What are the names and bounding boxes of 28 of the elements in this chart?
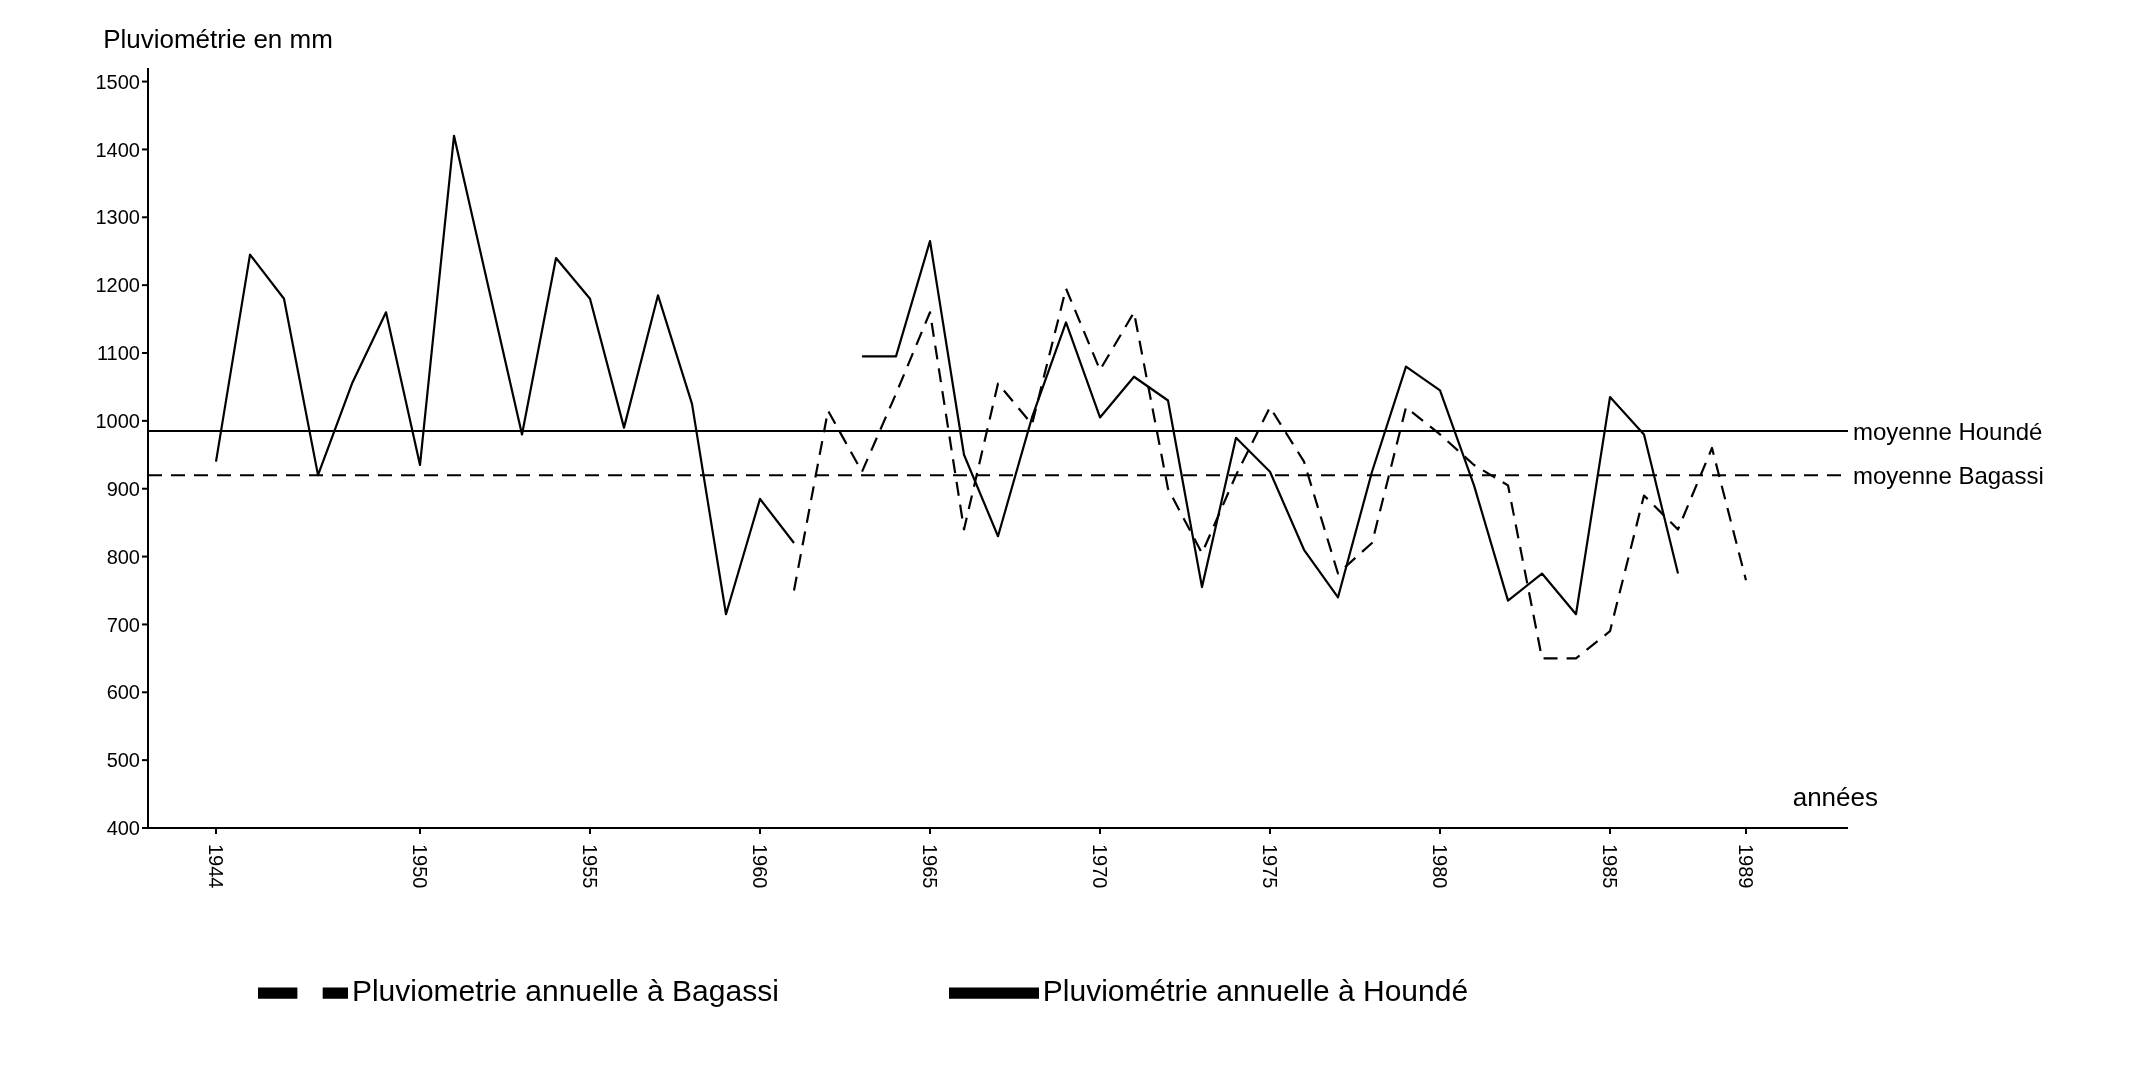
y-tick-label: 600 <box>106 681 140 704</box>
x-tick-label: 1944 <box>205 844 227 889</box>
y-tick-label: 800 <box>106 545 140 568</box>
x-tick-label: 1965 <box>919 844 941 889</box>
y-tick-label: 1000 <box>95 409 140 432</box>
y-tick-label: 1500 <box>95 70 140 93</box>
legend-label: Pluviométrie annuelle à Houndé <box>1042 973 1469 1007</box>
x-tick-label: 1950 <box>409 844 431 889</box>
y-tick-label: 1400 <box>95 138 140 161</box>
x-tick-label: 1980 <box>1429 844 1451 889</box>
x-tick-label: 1985 <box>1599 844 1621 889</box>
y-tick-label: 900 <box>106 477 140 500</box>
legend-label: Pluviometrie annuelle à Bagassi <box>351 973 779 1007</box>
y-tick-label: 1200 <box>95 274 140 297</box>
x-tick-label: 1955 <box>579 844 601 889</box>
ref-line-label: moyenne Bagassi <box>1853 461 2044 489</box>
y-axis-title: Pluviométrie en mm <box>103 24 333 54</box>
y-tick-label: 1300 <box>95 206 140 229</box>
y-tick-label: 1100 <box>96 342 140 365</box>
y-tick-label: 400 <box>106 817 140 840</box>
y-tick-label: 700 <box>106 613 140 636</box>
ref-line-label: moyenne Houndé <box>1853 417 2043 445</box>
y-tick-label: 500 <box>106 749 140 772</box>
x-tick-label: 1975 <box>1259 844 1281 889</box>
x-axis-title: années <box>1792 782 1878 813</box>
x-tick-label: 1960 <box>749 844 771 889</box>
x-tick-label: 1989 <box>1735 844 1757 889</box>
x-tick-label: 1970 <box>1089 844 1111 889</box>
